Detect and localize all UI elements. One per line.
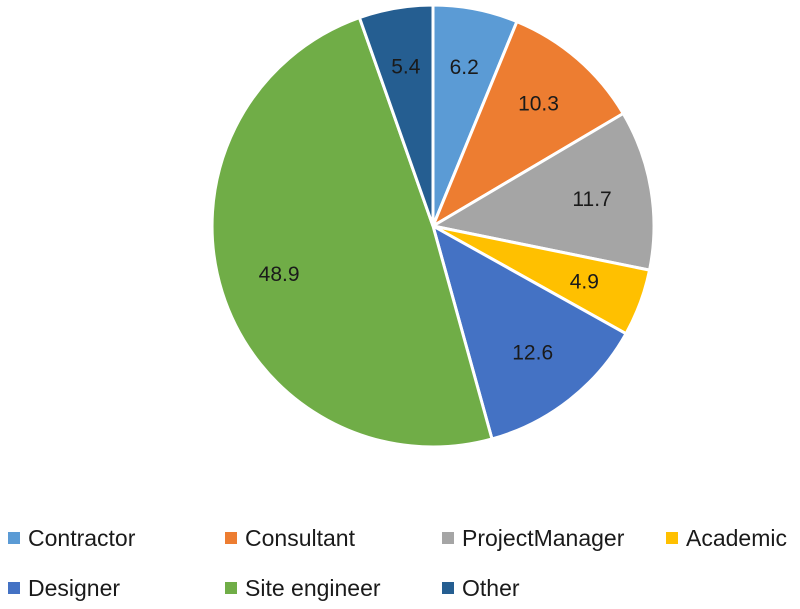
pie-slice-designer <box>431 224 628 441</box>
data-label-consultant: 10.3 <box>518 93 559 116</box>
pie-slice-site-engineer <box>210 16 494 449</box>
pie-slice-consultant <box>431 20 625 228</box>
pie-data-labels: 6.2 10.3 11.7 4.9 12.6 48.9 5.4 <box>259 56 612 365</box>
pie-slice-other <box>357 3 435 228</box>
data-label-projectmanager: 11.7 <box>572 188 611 211</box>
data-label-academic: 4.9 <box>570 271 599 294</box>
data-label-site-engineer: 48.9 <box>259 263 300 286</box>
data-label-contractor: 6.2 <box>450 56 479 79</box>
data-label-designer: 12.6 <box>512 341 553 364</box>
pie-slice-projectmanager <box>431 112 656 272</box>
data-label-other: 5.4 <box>391 56 421 79</box>
pie-slices <box>210 3 656 449</box>
